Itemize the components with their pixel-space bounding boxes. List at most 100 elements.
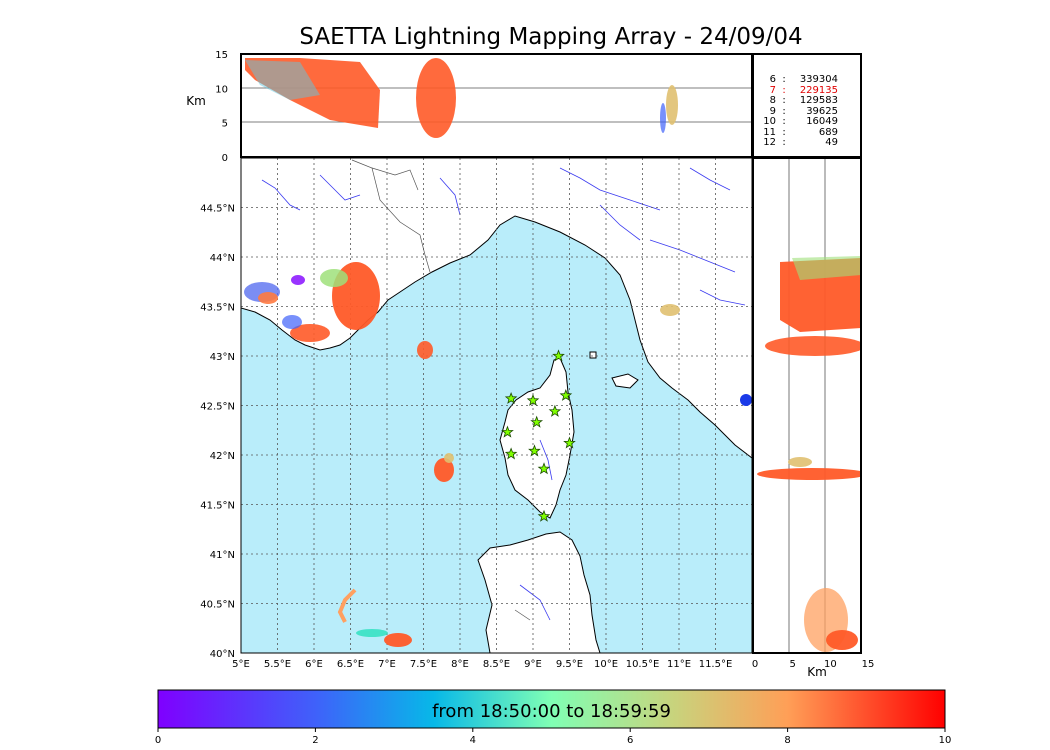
stat-separator: : <box>782 137 786 148</box>
stat-row: 6: 339304 <box>754 74 860 86</box>
stat-value: 689 <box>818 126 838 138</box>
stat-row: 11: 689 <box>754 126 860 139</box>
right-panel-xtick: 10 <box>824 659 837 670</box>
colorbar-tick-label: 6 <box>627 735 633 746</box>
lat-tick-label: 40.5°N <box>200 600 235 611</box>
stat-station-count: 6 <box>769 74 776 85</box>
lon-tick-label: 6.5°E <box>337 659 364 670</box>
star-icon <box>559 388 573 401</box>
stat-station-count: 12 <box>763 137 776 148</box>
lat-tick-label: 43.5°N <box>200 303 235 314</box>
stat-station-count: 9 <box>769 105 776 117</box>
lon-tick-label: 5°E <box>232 659 250 670</box>
lon-tick-label: 10.5°E <box>626 659 660 670</box>
stat-row: 10: 16049 <box>754 116 860 128</box>
stat-station-count: 10 <box>763 116 776 127</box>
lightning-cluster-toulon <box>290 324 330 342</box>
star-icon <box>548 404 562 417</box>
stat-separator: : <box>782 95 786 106</box>
figure-title: SAETTA Lightning Mapping Array - 24/09/0… <box>299 24 803 50</box>
right-panel-xtick: 15 <box>862 659 875 670</box>
lightning-cluster-west-orange <box>258 292 278 304</box>
top-panel-ytick: 5 <box>222 119 228 130</box>
lma-stations <box>501 349 576 522</box>
star-icon <box>528 444 541 457</box>
stat-station-count: 7 <box>769 84 776 96</box>
map-panel <box>241 158 752 653</box>
right-cluster-mid <box>765 336 861 356</box>
lat-tick-label: 40°N <box>210 649 235 660</box>
lat-tick-label: 42.5°N <box>200 402 235 413</box>
sardinia-island <box>477 531 601 653</box>
lon-tick-label: 11°E <box>667 659 691 670</box>
top-cluster-west-mix <box>245 60 320 100</box>
stat-station-count: 11 <box>763 126 776 138</box>
lat-tick-label: 41°N <box>210 550 235 561</box>
lightning-cluster-corsica-west <box>434 458 454 482</box>
lon-tick-label: 6°E <box>305 659 323 670</box>
stat-value: 339304 <box>799 74 838 85</box>
stat-value: 229135 <box>799 84 838 96</box>
stat-separator: : <box>782 84 786 96</box>
corsica-island <box>499 357 575 519</box>
stat-separator: : <box>782 126 786 138</box>
star-icon <box>504 447 518 460</box>
lightning-cluster-tuscany <box>660 304 680 316</box>
top-altitude-panel <box>241 54 752 157</box>
star-icon <box>504 391 518 404</box>
right-cluster-north-mix <box>792 256 861 280</box>
lightning-cluster-south-cyan <box>356 629 388 637</box>
colorbar-tick-label: 10 <box>939 735 952 746</box>
star-icon <box>526 393 540 406</box>
lon-tick-label: 8.5°E <box>483 659 510 670</box>
stat-separator: : <box>782 74 786 85</box>
stat-value: 16049 <box>806 116 838 127</box>
star-icon <box>552 349 565 362</box>
stat-value: 129583 <box>799 95 838 106</box>
top-panel-ytick: 10 <box>215 84 228 95</box>
star-icon <box>530 415 544 428</box>
borders <box>351 159 531 621</box>
stat-row: 12: 49 <box>754 137 860 149</box>
top-cluster-mid <box>416 58 456 138</box>
colorbar-tick-label: 4 <box>470 735 476 746</box>
stat-row: 7: 229135 <box>754 84 860 97</box>
colorbar-ticks: 0 2 4 6 8 10 <box>155 728 952 746</box>
colorbar-tick-label: 8 <box>784 735 790 746</box>
top-panel-ylabel: Km <box>186 94 206 108</box>
lightning-cluster-provence-blue <box>320 269 348 287</box>
colorbar-tick-label: 2 <box>312 735 318 746</box>
top-panel-ytick: 15 <box>215 50 228 61</box>
lon-tick-label: 10°E <box>594 659 618 670</box>
lightning-cluster-toulon-blue <box>282 315 302 329</box>
lat-tick-label: 41.5°N <box>200 501 235 512</box>
star-icon <box>501 425 514 438</box>
star-icon <box>537 509 551 522</box>
lightning-point-east <box>740 394 752 406</box>
right-cluster-corsica <box>757 468 861 480</box>
lat-tick-label: 44°N <box>210 253 235 264</box>
lon-tick-label: 11.5°E <box>699 659 733 670</box>
mainland-land <box>241 158 752 459</box>
lightning-clusters <box>244 262 752 647</box>
right-panel-xtick: 0 <box>752 659 758 670</box>
lightning-cluster-violet <box>291 275 305 285</box>
lon-tick-label: 7.5°E <box>410 659 437 670</box>
top-cluster-east-blue <box>660 103 666 133</box>
star-icon <box>537 462 551 475</box>
lightning-trail-south <box>337 588 357 623</box>
lightning-cluster-sea <box>417 341 433 359</box>
stat-row: 8: 129583 <box>754 95 860 107</box>
right-altitude-panel <box>753 158 861 653</box>
lon-tick-label: 8°E <box>451 659 469 670</box>
star-icon <box>563 436 576 449</box>
rivers <box>261 167 746 621</box>
stat-value: 39625 <box>806 105 838 117</box>
lon-tick-label: 5.5°E <box>264 659 291 670</box>
right-panel-xlabel: Km <box>807 665 827 679</box>
top-panel-ytick: 0 <box>222 153 228 164</box>
colorbar-tick-label: 0 <box>155 735 161 746</box>
lat-tick-label: 42°N <box>210 451 235 462</box>
lon-tick-label: 9°E <box>524 659 542 670</box>
